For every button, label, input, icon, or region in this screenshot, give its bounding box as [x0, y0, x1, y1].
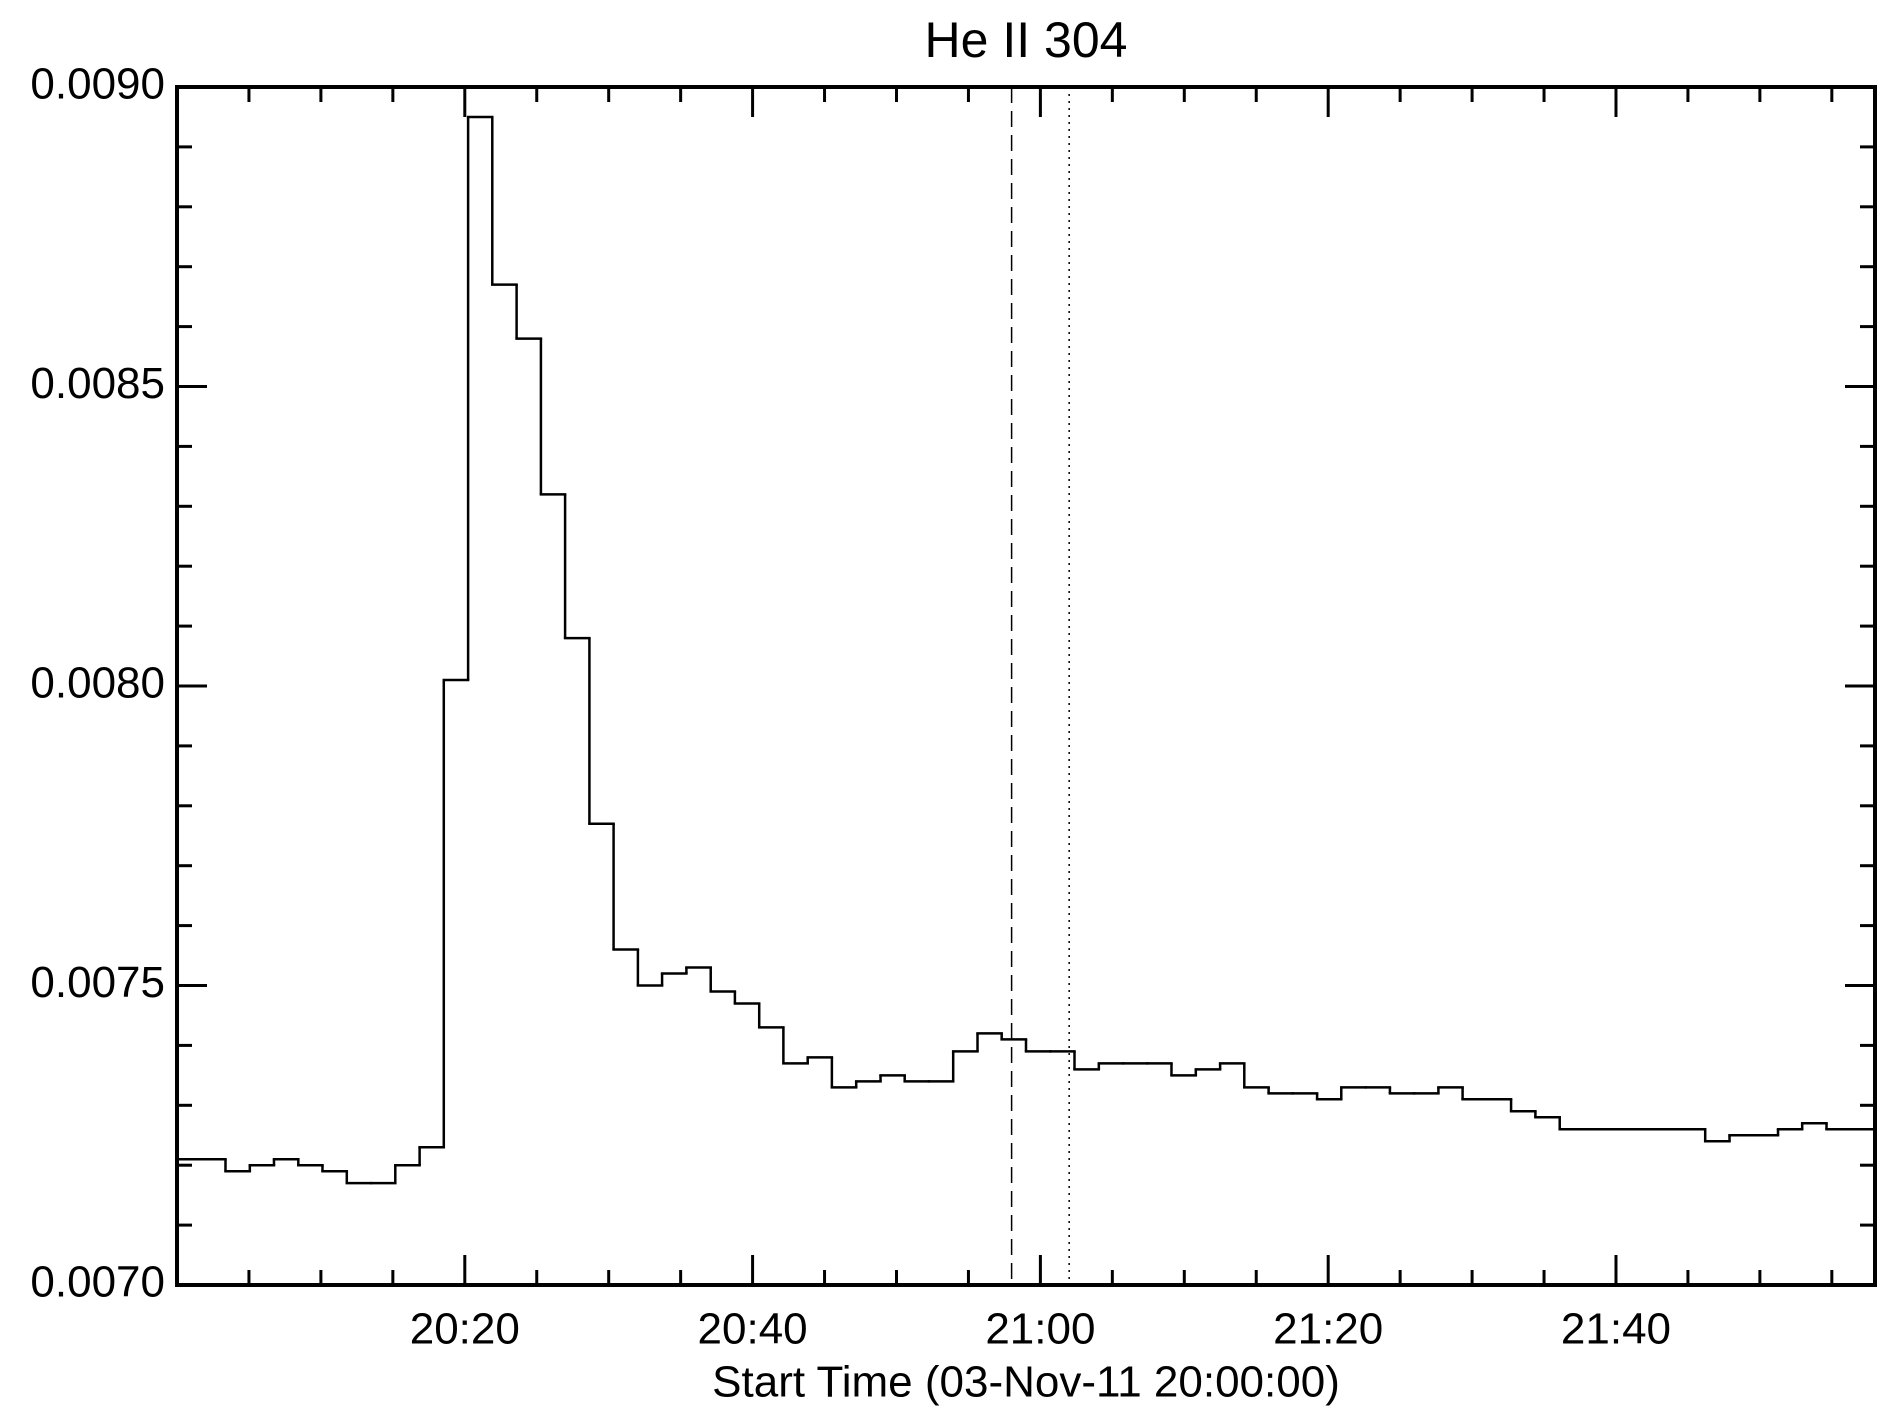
- y-tick-label: 0.0080: [30, 659, 165, 708]
- chart-title: He II 304: [925, 12, 1128, 68]
- x-tick-label: 20:40: [698, 1305, 808, 1354]
- x-tick-label: 21:40: [1561, 1305, 1671, 1354]
- y-tick-label: 0.0070: [30, 1258, 165, 1307]
- x-tick-label: 20:20: [410, 1305, 520, 1354]
- x-tick-label: 21:00: [985, 1305, 1095, 1354]
- y-tick-label: 0.0075: [30, 958, 165, 1007]
- x-axis-label: Start Time (03-Nov-11 20:00:00): [712, 1358, 1340, 1407]
- x-tick-label: 21:20: [1273, 1305, 1383, 1354]
- y-tick-label: 0.0085: [30, 359, 165, 408]
- y-tick-label: 0.0090: [30, 60, 165, 109]
- plot-frame: [175, 85, 1877, 1287]
